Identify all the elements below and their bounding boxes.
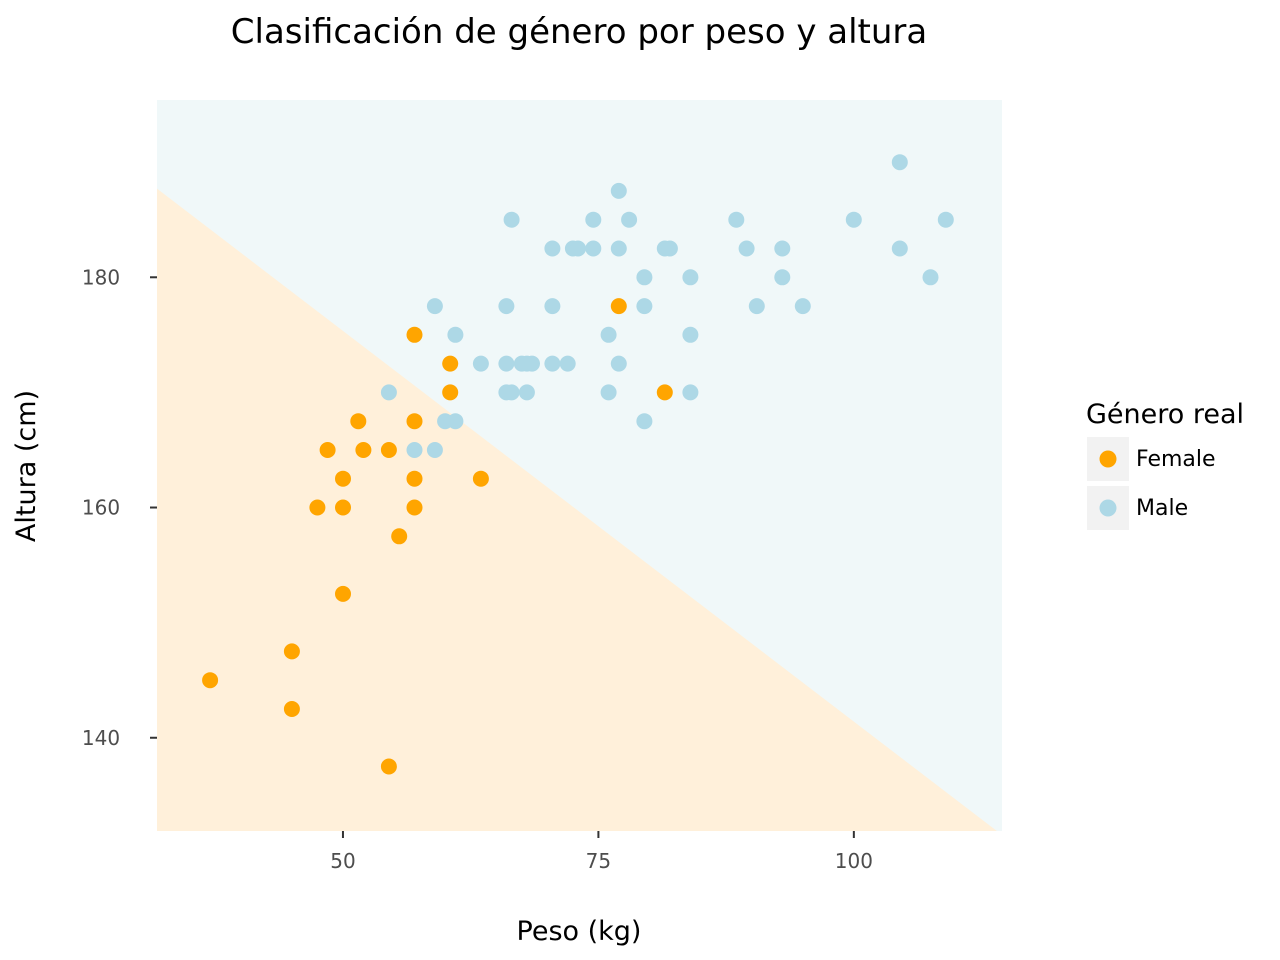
point-male [600,326,617,343]
point-female [380,442,397,458]
legend: Género real Female Male [1086,399,1244,530]
point-male [559,355,576,372]
point-male [406,442,423,458]
point-female [380,758,397,775]
point-male [524,355,540,372]
point-male [472,355,489,372]
point-male [891,154,908,171]
female-region [157,188,997,832]
point-male [544,298,561,315]
point-male [585,240,602,257]
point-male [682,326,699,343]
y-axis-title: Altura (cm) [11,390,42,542]
point-female [406,326,423,343]
point-male [937,211,954,228]
point-male [748,298,765,315]
point-male [661,240,678,257]
point-male [774,269,791,286]
point-male [447,413,464,430]
legend-item-female: Female [1087,437,1216,481]
data-points [202,154,954,775]
point-male [498,298,515,315]
point-female [355,442,372,458]
point-female [391,528,408,545]
legend-title: Género real [1086,399,1244,430]
point-male [380,384,397,401]
y-tick-label: 140 [82,726,120,750]
legend-label-female: Female [1136,447,1216,472]
point-female [656,384,673,401]
legend-marker-male [1099,499,1117,517]
point-male [682,269,699,286]
point-male [498,355,515,372]
point-male [682,384,699,401]
point-female [283,643,300,660]
x-axis: 50 75 100 [330,831,873,873]
point-female [319,442,336,458]
point-male [922,269,939,286]
point-female [406,470,423,487]
legend-item-male: Male [1087,486,1188,530]
point-female [406,413,423,430]
plot-panel [157,100,1002,832]
point-male [600,384,617,401]
point-male [636,298,653,315]
point-male [426,442,443,458]
point-female [472,470,489,487]
point-female [202,672,219,689]
point-male [570,240,586,257]
point-female [442,384,459,401]
point-male [544,240,561,257]
legend-marker-female [1099,450,1117,468]
point-male [518,384,535,401]
point-male [610,182,627,199]
point-female [350,413,367,430]
x-tick-label: 75 [586,849,611,873]
legend-label-male: Male [1136,496,1188,521]
x-tick-label: 100 [835,849,873,873]
x-tick-label: 50 [330,849,355,873]
y-axis: 140 160 180 [82,265,157,750]
point-male [794,298,811,315]
point-female [406,499,423,516]
point-male [544,355,561,372]
y-tick-label: 180 [82,265,120,289]
point-female [335,585,351,602]
y-tick-label: 160 [82,496,120,520]
point-male [503,384,520,401]
point-male [636,413,653,430]
point-male [503,211,520,228]
point-male [621,211,638,228]
point-male [447,326,464,343]
point-female [335,499,351,516]
point-female [283,701,300,717]
point-female [335,470,351,487]
point-female [610,298,627,315]
point-male [426,298,443,315]
point-male [636,269,653,286]
point-male [610,355,627,372]
point-female [309,499,326,516]
point-male [610,240,627,257]
point-male [845,211,862,228]
point-male [728,211,745,228]
point-male [585,211,602,228]
point-male [774,240,791,257]
point-female [442,355,459,372]
point-male [738,240,755,257]
chart-title: Clasificación de género por peso y altur… [231,12,927,52]
x-axis-title: Peso (kg) [517,916,642,947]
point-male [891,240,908,257]
